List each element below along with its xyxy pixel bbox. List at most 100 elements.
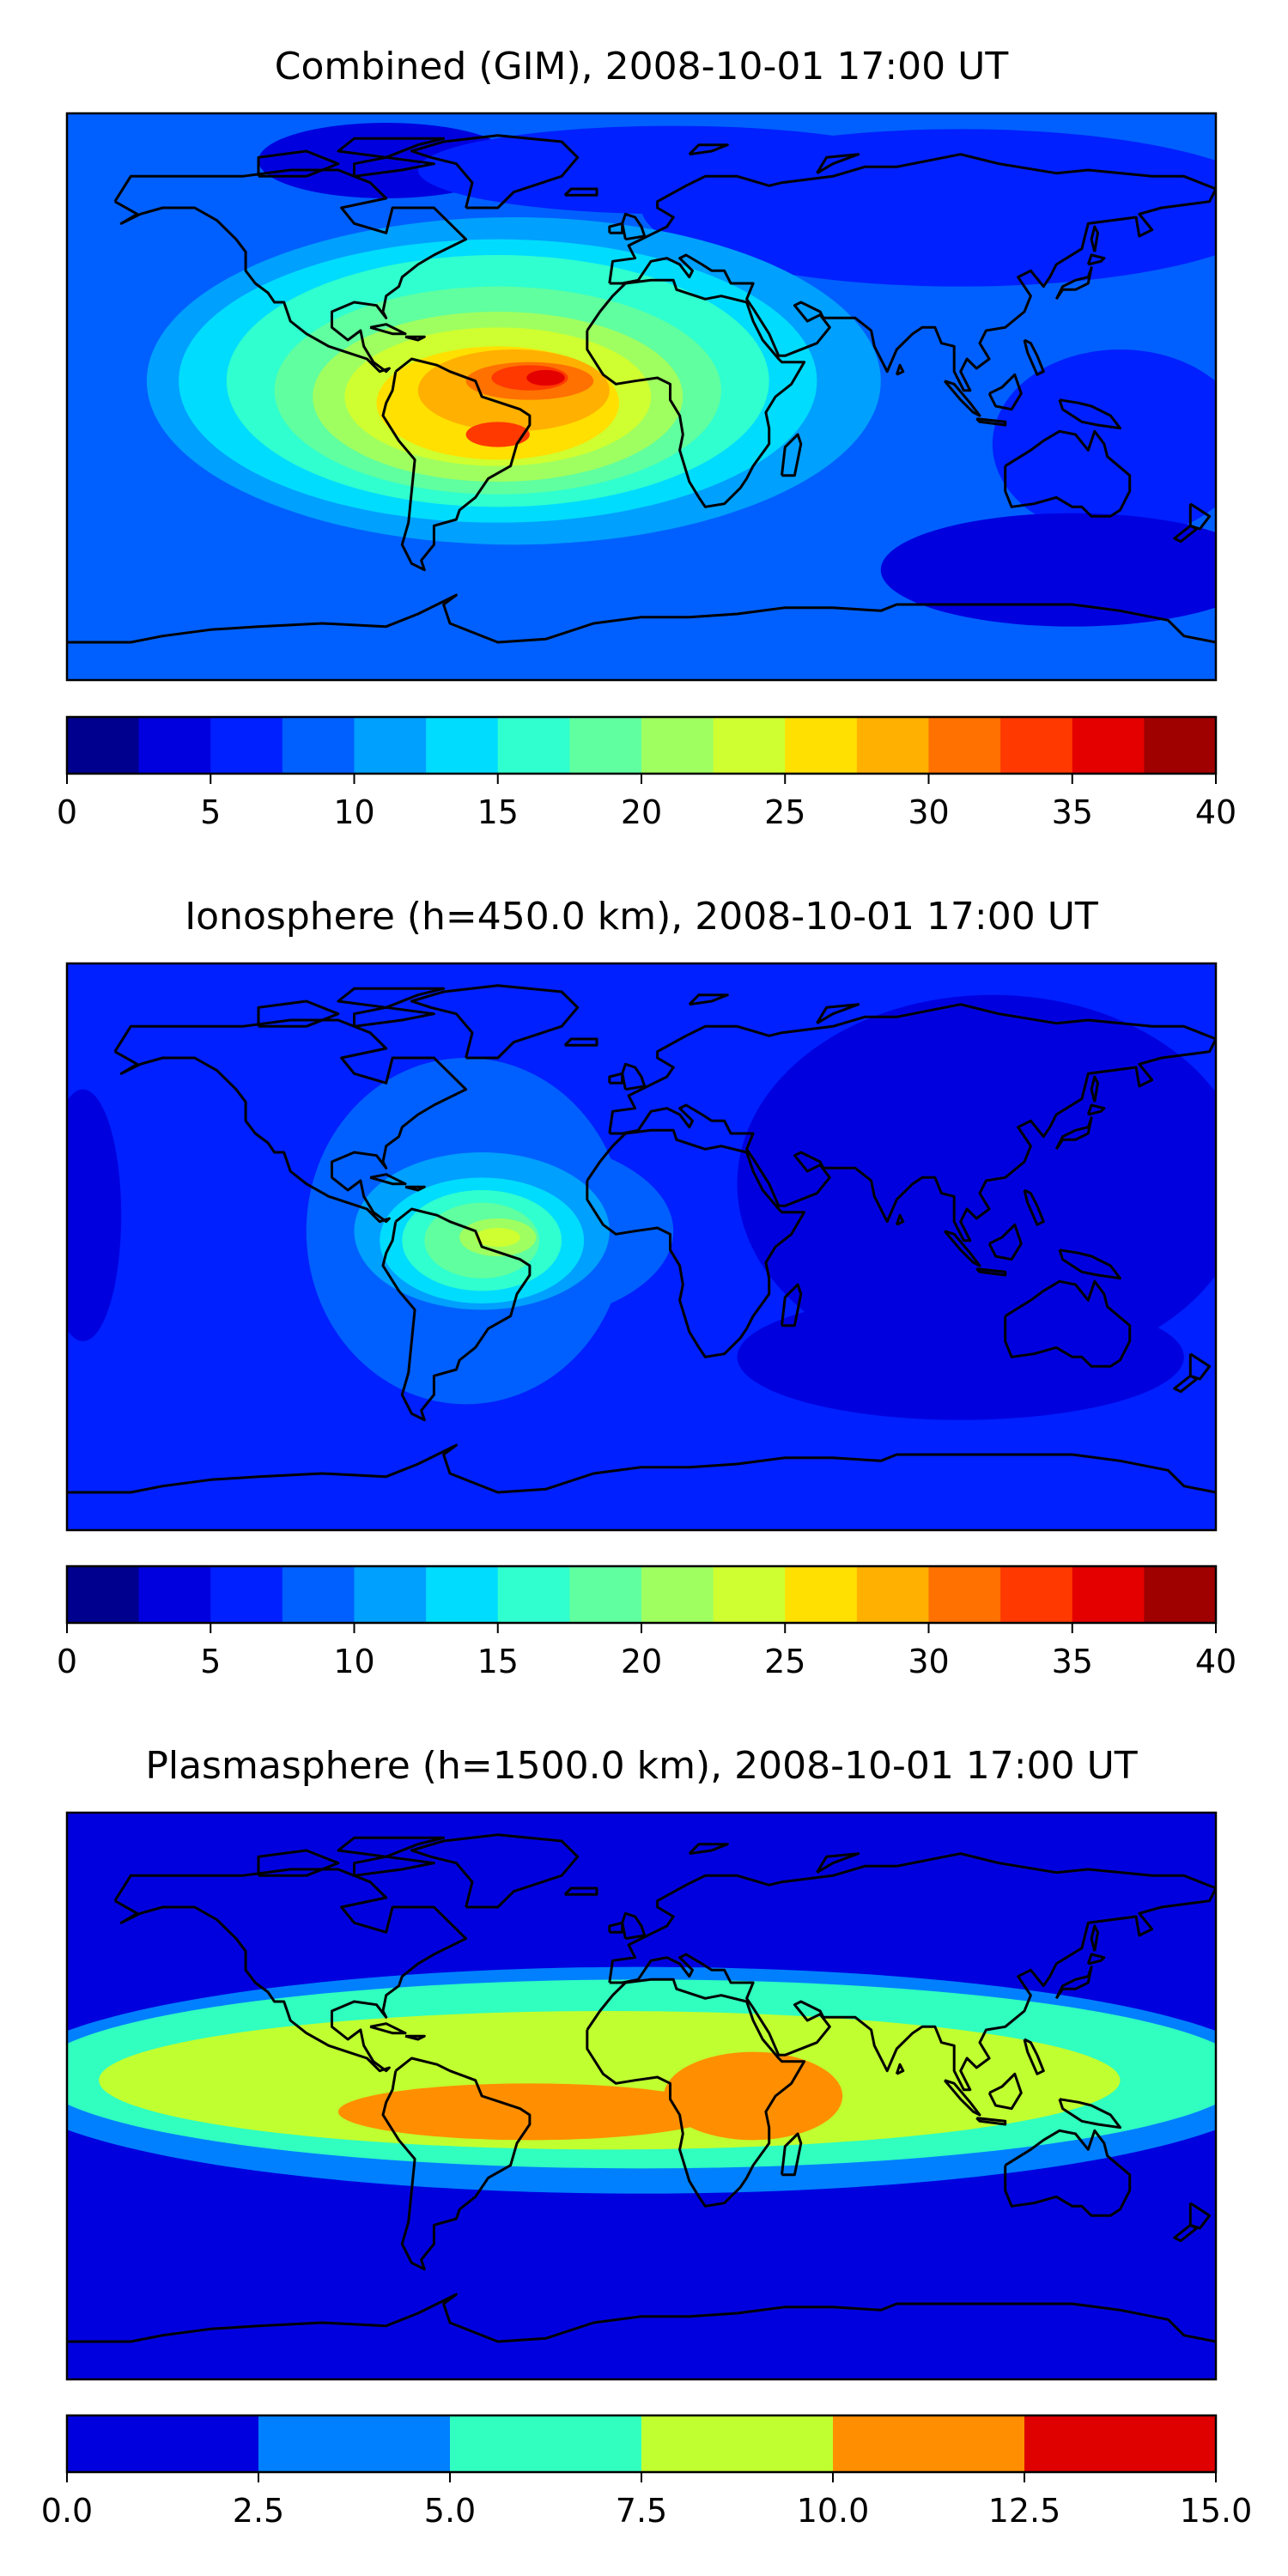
coastline-14 (943, 2079, 981, 2117)
colorbar-bin-1 (67, 717, 140, 774)
colorbar-bin-15 (1072, 1566, 1145, 1623)
coastline-13 (987, 1223, 1023, 1261)
coastline-29 (67, 1443, 1216, 1494)
coastline-11 (1054, 1116, 1093, 1151)
colorbar-bin-4 (282, 717, 355, 774)
colorbar-tick-label: 35 (1052, 793, 1093, 831)
colorbar-bin-14 (1000, 717, 1073, 774)
colorbar-bin-5 (354, 717, 427, 774)
coastline-11 (1054, 1965, 1093, 2000)
colorbar-bin-16 (1144, 1566, 1217, 1623)
contour-region-2 (737, 1294, 1184, 1420)
coastline-3 (410, 134, 580, 210)
coastline-14 (943, 1230, 981, 1267)
coastline-17 (1188, 2202, 1212, 2230)
colorbar-bin-1 (67, 1566, 140, 1623)
coastline-5 (586, 278, 806, 508)
coastline-7 (1004, 429, 1132, 518)
contour-region-3 (641, 129, 1216, 287)
coastline-10 (563, 187, 598, 197)
colorbar-bin-7 (497, 1566, 570, 1623)
colorbar-bin-3 (450, 2415, 642, 2472)
colorbar-tick-label: 5 (200, 793, 221, 831)
colorbar-tick-label: 5 (200, 1643, 221, 1680)
coastline-7 (1004, 2129, 1132, 2217)
colorbar-tick-label: 40 (1195, 793, 1236, 831)
colorbar-bin-3 (210, 1566, 283, 1623)
coastline-24 (353, 1855, 435, 1877)
coastline-22 (404, 1185, 426, 1192)
chart-panel-1: Combined (GIM), 2008-10-01 17:00 UT 0 5 10 1… (57, 45, 1236, 831)
coastline-1 (113, 1868, 468, 2073)
coastline-5 (586, 1128, 806, 1358)
coastline-3 (410, 984, 580, 1060)
colorbar-bin-13 (928, 1566, 1001, 1623)
contour-region-5 (880, 513, 1216, 627)
contour-map (67, 1813, 1216, 2379)
coastline-4 (608, 153, 1216, 392)
colorbar-bin-3 (210, 717, 283, 774)
contour-region-5 (664, 2051, 843, 2141)
coastline-14 (943, 380, 981, 417)
coastline-4 (608, 1852, 1216, 2092)
colorbar-bin-15 (1072, 717, 1145, 774)
coastlines (67, 1833, 1216, 2343)
colorbar-bin-1 (67, 2415, 259, 2472)
coastline-22 (404, 2034, 426, 2041)
coastline-29 (67, 2293, 1216, 2343)
coastline-10 (563, 1037, 598, 1047)
coastline-21 (369, 323, 407, 336)
colorbar-tick-label: 35 (1052, 1643, 1093, 1680)
coastline-3 (410, 1833, 580, 1909)
colorbar-bin-4 (282, 1566, 355, 1623)
colorbar-bin-11 (785, 1566, 858, 1623)
coastline-25 (337, 137, 446, 159)
coastline-19 (895, 1213, 905, 1226)
colorbar-bin-5 (833, 2415, 1025, 2472)
colorbar-bin-10 (713, 717, 786, 774)
coastline-1 (113, 1018, 468, 1224)
coastlines (67, 134, 1216, 644)
coastlines (67, 984, 1216, 1494)
colorbar-tick-label: 15 (477, 793, 519, 831)
colorbar: 0.0 2.5 5.0 7.5 10.0 12.5 15.0 (41, 2414, 1253, 2530)
colorbar-tick-label: 12.5 (988, 2492, 1061, 2530)
coastline-20 (1023, 2038, 1045, 2075)
coastline-28 (1090, 1075, 1099, 1103)
coastline-11 (1054, 266, 1093, 301)
coastline-27 (816, 1852, 860, 1874)
contour-region-17 (526, 369, 565, 386)
contour-region-3 (67, 1089, 122, 1341)
coastline-16 (1058, 1249, 1121, 1280)
coastline-1 (113, 168, 468, 374)
coastline-12 (1086, 1953, 1106, 1965)
coastline-15 (975, 417, 1007, 427)
colorbar-bin-7 (497, 717, 570, 774)
coastline-10 (563, 1886, 598, 1896)
colorbar-tick-label: 15.0 (1180, 2492, 1253, 2530)
coastline-28 (1090, 225, 1099, 252)
coastline-16 (1058, 398, 1121, 430)
coastline-26 (688, 993, 729, 1006)
colorbar-bin-2 (138, 1566, 211, 1623)
coastline-2 (381, 2057, 532, 2271)
coastline-17 (1188, 502, 1212, 531)
coastline-20 (1023, 1188, 1045, 1226)
coastline-6 (781, 2132, 803, 2177)
colorbar-bin-14 (1000, 1566, 1073, 1623)
coastline-28 (1090, 1924, 1099, 1952)
coastline-18 (1173, 1374, 1199, 1394)
contour-map (67, 963, 1216, 1530)
colorbar-bin-2 (138, 717, 211, 774)
coastline-23 (257, 149, 340, 178)
chart-panel-3: Plasmasphere (h=1500.0 km), 2008-10-01 1… (41, 1744, 1253, 2530)
coastline-29 (67, 593, 1216, 644)
coastline-21 (369, 2022, 407, 2035)
colorbar-bin-4 (641, 2415, 834, 2472)
coastline-26 (688, 143, 729, 156)
colorbar-tick-label: 10.0 (797, 2492, 870, 2530)
colorbar-tick-label: 7.5 (616, 2492, 667, 2530)
coastline-19 (895, 2063, 905, 2075)
coastline-24 (353, 155, 435, 178)
